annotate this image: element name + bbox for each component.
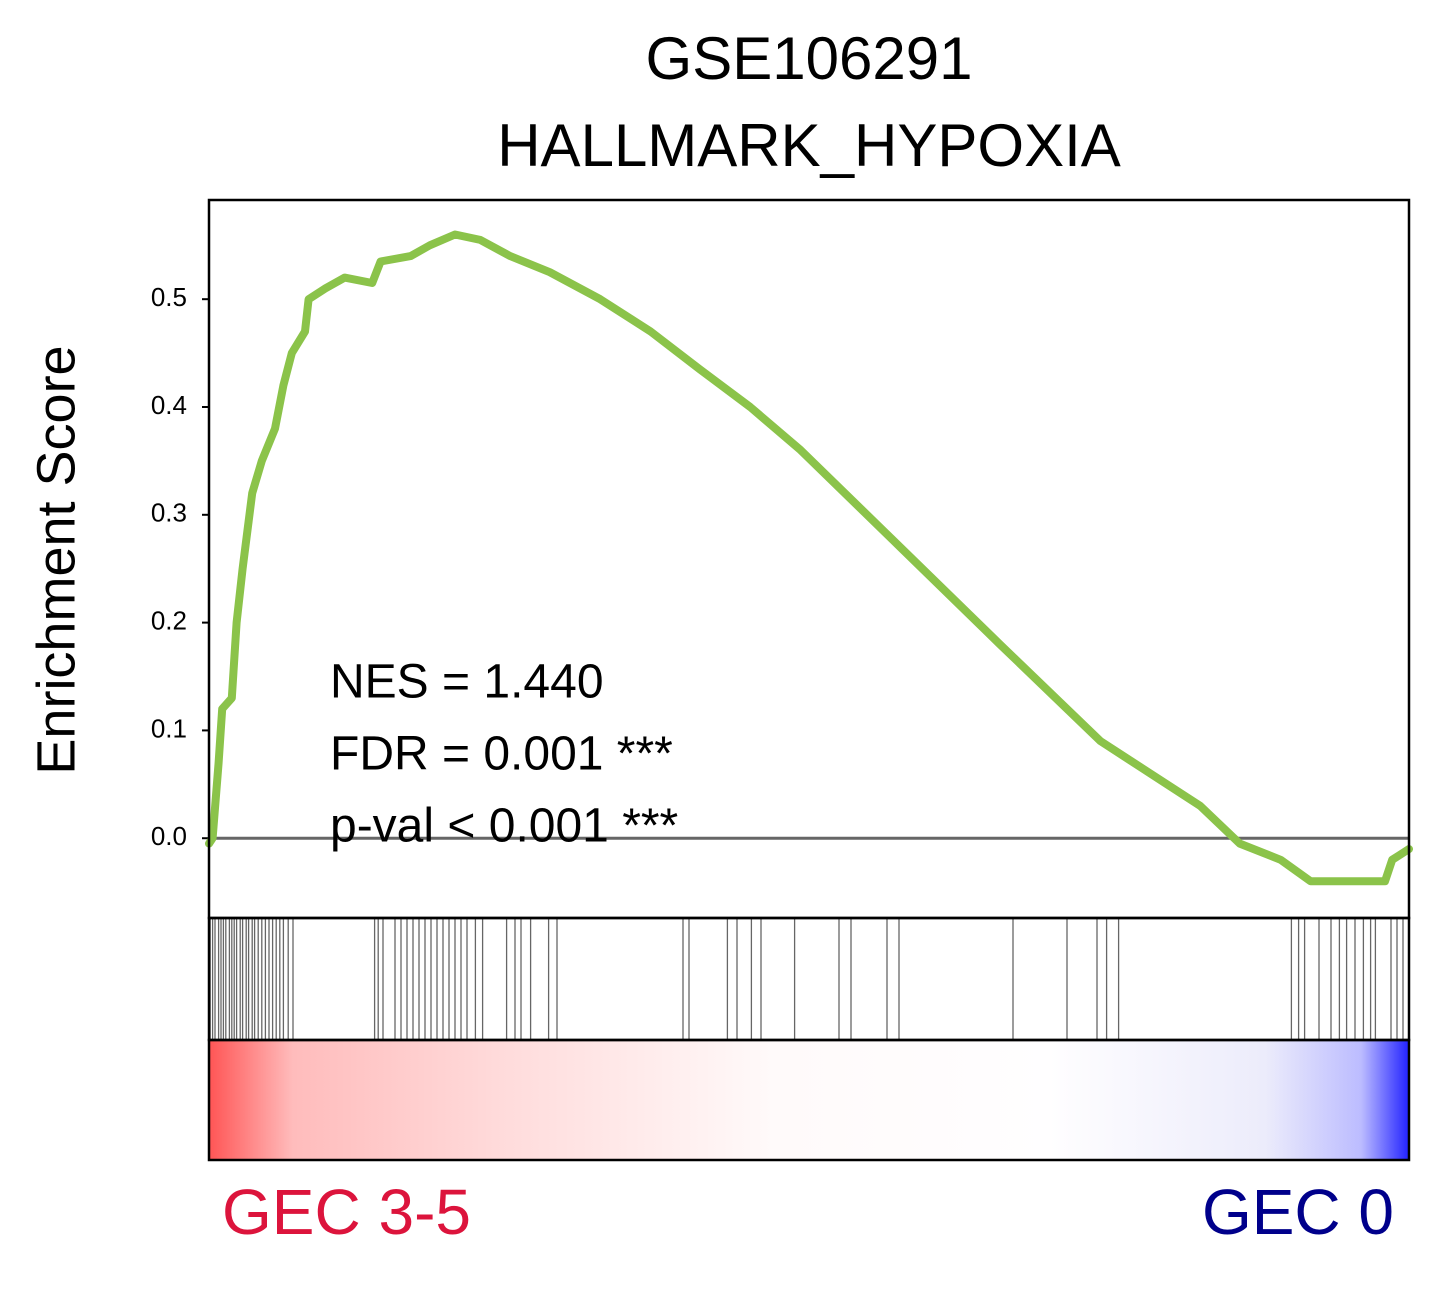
y-tick-label: 0.3 bbox=[151, 498, 187, 528]
annotation: p-val < 0.001 *** bbox=[330, 800, 678, 853]
annotation: FDR = 0.001 *** bbox=[330, 728, 673, 781]
panel-frame bbox=[207, 916, 1411, 1042]
y-axis-label: Enrichment Score bbox=[26, 345, 86, 774]
group-label: GEC 0 bbox=[1202, 1176, 1394, 1248]
y-tick-label: 0.0 bbox=[151, 821, 187, 851]
y-tick-label: 0.1 bbox=[151, 713, 187, 743]
y-tick-label: 0.2 bbox=[151, 605, 187, 635]
chart-title: HALLMARK_HYPOXIA bbox=[497, 112, 1121, 179]
chart-title: GSE106291 bbox=[646, 25, 973, 92]
es-curve bbox=[205, 230, 1413, 886]
rank-colorbar bbox=[209, 1040, 1409, 1160]
group-label: GEC 3-5 bbox=[222, 1176, 471, 1248]
y-tick-label: 0.5 bbox=[151, 282, 187, 312]
panel-frame bbox=[207, 1038, 1411, 1162]
y-tick-label: 0.4 bbox=[151, 390, 187, 420]
annotation: NES = 1.440 bbox=[330, 656, 604, 709]
